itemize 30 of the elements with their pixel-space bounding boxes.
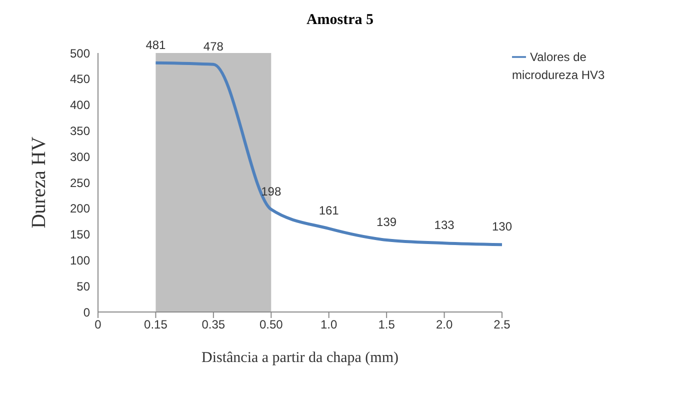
data-label: 139 [376,215,397,229]
x-tick-label: 2.0 [436,318,453,332]
data-label: 161 [318,204,340,218]
y-tick-label: 250 [70,176,90,190]
y-tick-label: 200 [70,202,90,216]
x-tick-label: 0.35 [202,318,226,332]
data-label: 198 [261,184,282,198]
y-tick-label: 50 [76,279,90,294]
y-tick-label: 300 [70,150,90,164]
legend-label: Valores de microdureza HV3 [512,50,605,82]
chart-title: Amostra 5 [305,12,375,29]
x-tick-label: 0 [94,318,102,332]
x-tick-label: 0.15 [144,318,168,332]
y-tick-label: 450 [70,72,90,86]
y-tick-label: 350 [70,124,90,138]
data-label: 481 [146,38,166,52]
x-tick-label: 0.50 [259,318,284,332]
data-label: 130 [492,220,512,234]
data-label: 133 [434,218,455,232]
x-axis-title: Distância a partir da chapa (mm) [202,350,398,366]
x-tick-label: 2.5 [494,318,511,332]
x-tick-label: 1.5 [378,318,396,332]
y-tick-label: 100 [70,253,90,268]
y-axis-title: Dureza HV [28,136,50,228]
data-label: 478 [203,39,224,54]
y-tick-label: 500 [70,46,90,60]
x-tick-label: 1.0 [320,318,338,332]
y-tick-label: 400 [70,98,90,112]
y-tick-label: 0 [83,305,90,320]
y-tick-label: 150 [70,228,90,242]
